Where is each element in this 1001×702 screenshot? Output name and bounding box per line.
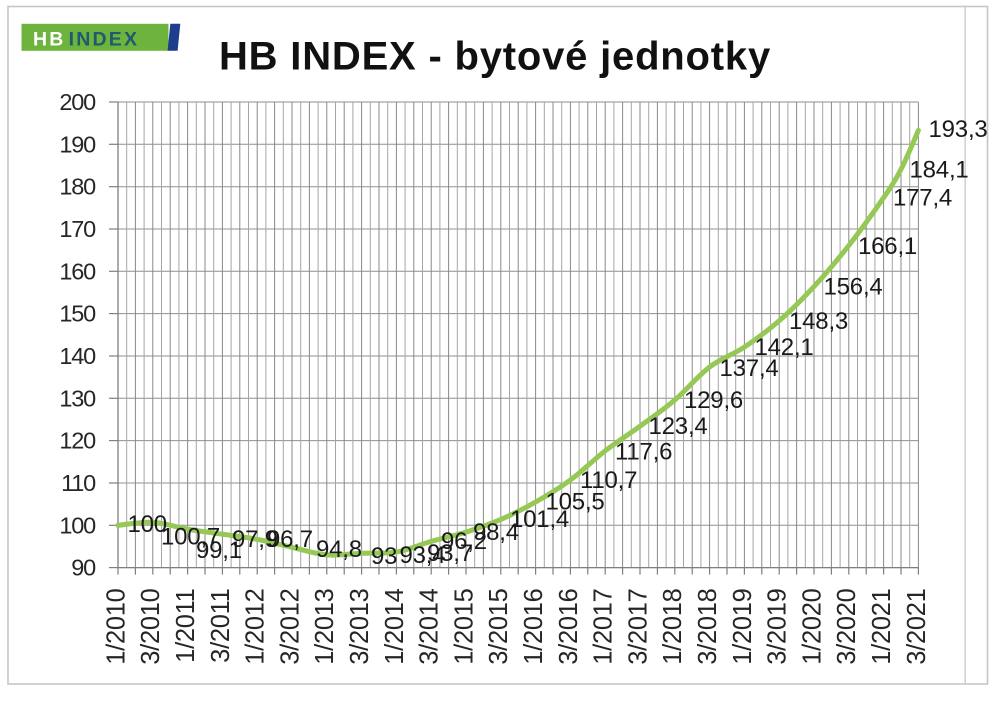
- svg-text:90: 90: [71, 555, 96, 581]
- svg-text:1/2014: 1/2014: [381, 588, 409, 664]
- svg-text:99,1: 99,1: [196, 537, 242, 564]
- svg-text:1/2010: 1/2010: [102, 588, 130, 664]
- svg-text:101,4: 101,4: [510, 506, 569, 533]
- svg-text:184,1: 184,1: [910, 157, 969, 184]
- svg-text:93: 93: [371, 543, 397, 570]
- svg-text:130: 130: [59, 385, 96, 411]
- svg-text:93,7: 93,7: [427, 540, 473, 567]
- svg-text:3/2016: 3/2016: [555, 588, 583, 664]
- svg-text:190: 190: [59, 131, 96, 157]
- svg-text:166,1: 166,1: [858, 233, 917, 260]
- svg-text:1/2011: 1/2011: [172, 589, 200, 663]
- svg-text:200: 200: [59, 89, 96, 115]
- svg-text:1/2019: 1/2019: [729, 589, 757, 665]
- svg-text:3/2010: 3/2010: [137, 588, 165, 664]
- svg-text:100,7: 100,7: [161, 524, 220, 551]
- svg-text:180: 180: [59, 174, 96, 200]
- svg-text:1/2013: 1/2013: [311, 588, 339, 664]
- svg-text:3/2013: 3/2013: [346, 588, 374, 664]
- svg-text:3/2014: 3/2014: [416, 588, 444, 664]
- svg-text:193,3: 193,3: [929, 116, 988, 143]
- svg-text:3/2020: 3/2020: [833, 588, 861, 664]
- svg-text:100: 100: [59, 512, 96, 538]
- svg-text:1/2021: 1/2021: [868, 589, 896, 665]
- svg-text:123,4: 123,4: [649, 413, 708, 440]
- svg-text:129,6: 129,6: [684, 387, 743, 414]
- svg-text:142,1: 142,1: [755, 334, 814, 361]
- svg-text:110,7: 110,7: [580, 467, 637, 494]
- svg-text:96,7: 96,7: [267, 526, 313, 553]
- svg-text:105,5: 105,5: [546, 489, 605, 516]
- svg-text:3/2012: 3/2012: [276, 589, 304, 665]
- svg-text:160: 160: [59, 258, 96, 284]
- svg-text:3/2019: 3/2019: [764, 589, 792, 665]
- svg-text:3/2011: 3/2011: [207, 589, 235, 663]
- svg-text:3/2015: 3/2015: [485, 588, 513, 664]
- svg-text:156,4: 156,4: [824, 274, 883, 301]
- svg-text:1/2020: 1/2020: [798, 588, 826, 664]
- svg-text:1/2012: 1/2012: [242, 589, 270, 665]
- svg-text:100: 100: [128, 511, 167, 538]
- svg-text:150: 150: [59, 301, 96, 327]
- svg-text:97,9: 97,9: [232, 526, 278, 553]
- svg-text:94,8: 94,8: [316, 536, 362, 563]
- svg-text:1/2015: 1/2015: [450, 588, 478, 664]
- svg-text:1/2016: 1/2016: [520, 588, 548, 664]
- svg-text:170: 170: [59, 216, 96, 242]
- svg-text:120: 120: [59, 428, 96, 454]
- svg-text:1/2018: 1/2018: [659, 588, 687, 664]
- svg-text:140: 140: [59, 343, 96, 369]
- svg-text:96,2: 96,2: [441, 528, 487, 555]
- svg-text:110: 110: [61, 470, 96, 496]
- svg-text:117,6: 117,6: [615, 439, 672, 466]
- svg-text:177,4: 177,4: [893, 185, 952, 212]
- svg-text:137,4: 137,4: [720, 355, 779, 382]
- svg-text:148,3: 148,3: [789, 308, 848, 335]
- svg-text:98,4: 98,4: [473, 519, 519, 546]
- svg-text:3/2018: 3/2018: [694, 588, 722, 664]
- svg-text:1/2017: 1/2017: [590, 589, 618, 665]
- svg-text:3/2021: 3/2021: [903, 589, 931, 665]
- svg-text:HB INDEX - bytové jednotky: HB INDEX - bytové jednotky: [219, 35, 771, 79]
- svg-text:93,4: 93,4: [400, 542, 446, 569]
- svg-text:3/2017: 3/2017: [624, 589, 652, 665]
